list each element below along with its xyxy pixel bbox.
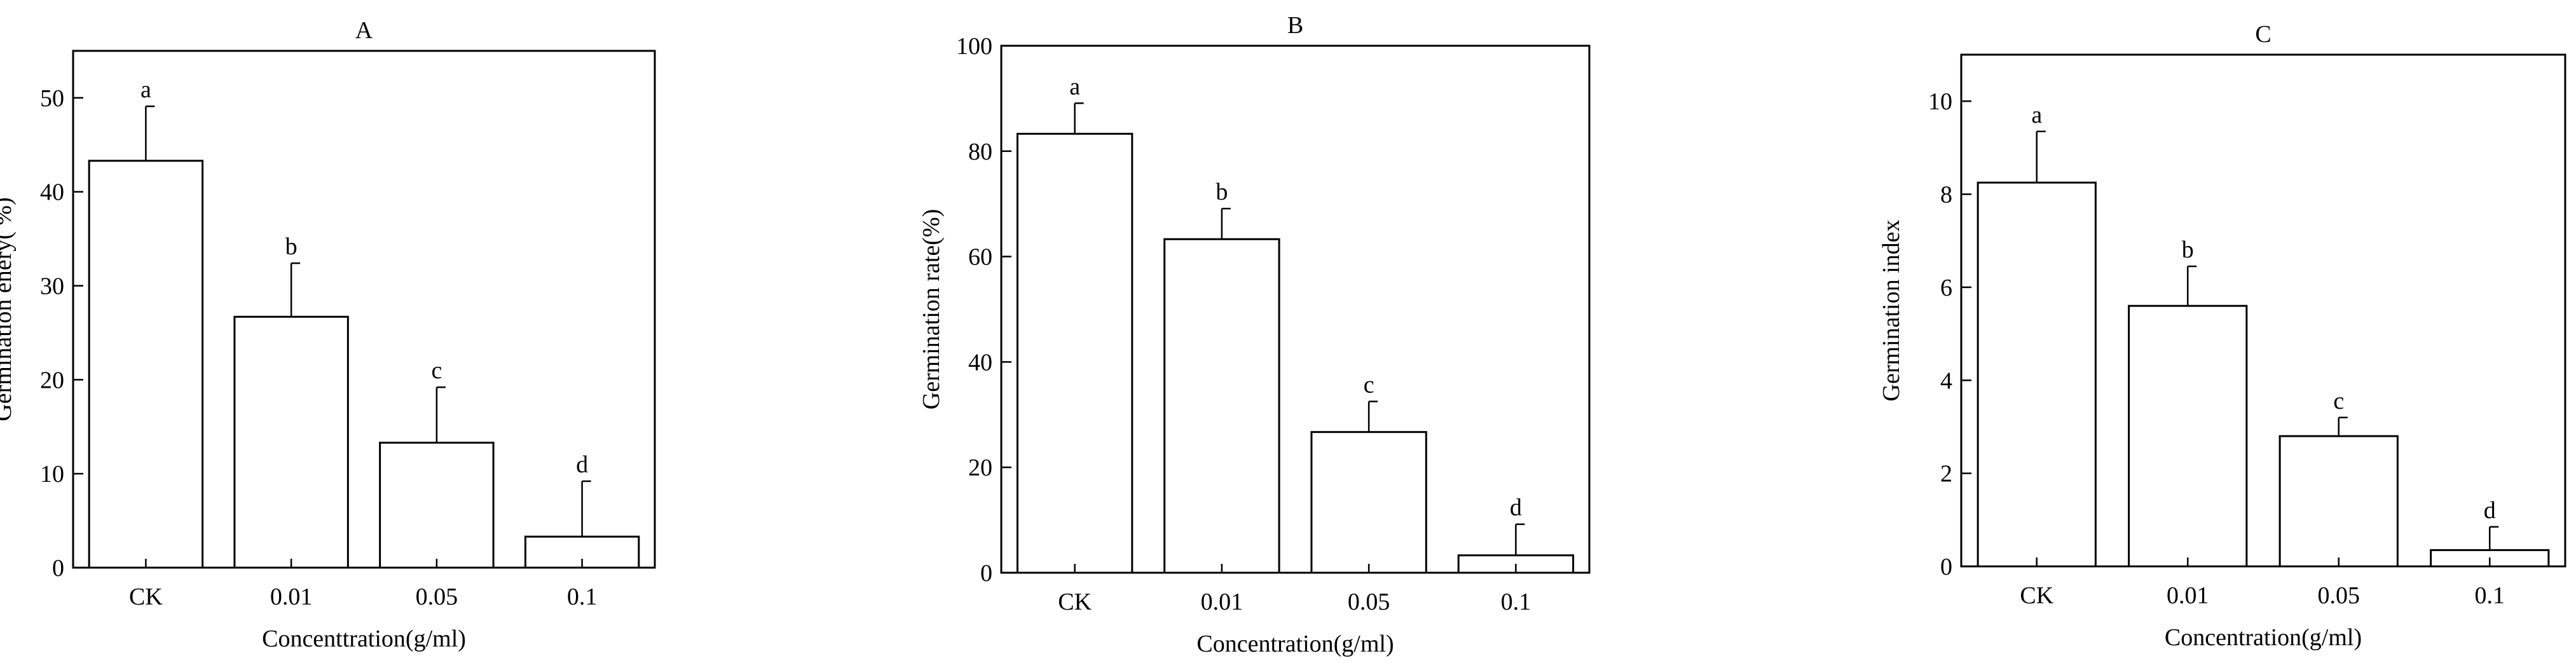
significance-label: b	[2182, 236, 2194, 263]
plot-frame	[1000, 44, 1591, 574]
significance-label: a	[140, 76, 151, 103]
bar-CK	[1977, 181, 2097, 568]
y-tick-label: 4	[1940, 367, 1952, 394]
x-tick-label: 0.1	[567, 584, 598, 610]
y-tick-label: 20	[968, 455, 992, 481]
y-tick-label: 8	[1940, 182, 1952, 208]
chart-panel-c: C 0 2 4 6 8 10 a CK b 0.01 c 0.05 d 0.1 Concentration(g…	[1878, 21, 2566, 651]
y-tick-label: 100	[956, 33, 992, 60]
significance-label: b	[1216, 179, 1228, 205]
chart-panel-b: B 0 20 40 60 80 100 a CK b 0.01 c 0.05 d 0.1 Concentrat…	[918, 12, 1591, 657]
y-tick-label: 50	[40, 85, 64, 112]
x-axis-label: Concenttration(g/ml)	[262, 625, 466, 652]
x-tick-label: 0.05	[416, 584, 458, 610]
chart-panel-a: A 0 10 20 30 40 50 a CK b 0.01 c 0.05 d 0.1 Concenttrat…	[0, 17, 656, 652]
x-axis-label: Concentration(g/ml)	[2165, 624, 2362, 651]
chart-title: A	[355, 17, 373, 44]
x-tick-label: 0.1	[1501, 589, 1531, 615]
bar-0.01	[2128, 304, 2248, 568]
y-tick-label: 10	[40, 461, 64, 488]
x-tick-label: 0.1	[2475, 582, 2505, 609]
chart-title: C	[2255, 21, 2271, 48]
bar-0.01	[233, 315, 349, 569]
x-tick-label: 0.05	[1348, 589, 1390, 615]
significance-label: a	[2031, 102, 2042, 128]
y-tick-label: 6	[1940, 275, 1952, 301]
x-tick-label: 0.01	[2167, 582, 2209, 609]
x-tick-label: 0.01	[270, 584, 313, 610]
significance-label: d	[1510, 495, 1522, 521]
bar-CK	[88, 160, 204, 569]
y-tick-label: 0	[980, 560, 992, 587]
y-axis-label: Germination index	[1878, 220, 1905, 402]
y-tick-label: 2	[1940, 461, 1952, 488]
significance-label: c	[1364, 372, 1374, 399]
bar-0.05	[379, 441, 495, 569]
x-tick-label: CK	[1058, 589, 1092, 615]
y-tick-label: 60	[968, 244, 992, 271]
x-tick-label: CK	[129, 584, 163, 610]
y-tick-label: 10	[1928, 88, 1952, 115]
significance-label: a	[1069, 73, 1080, 100]
significance-label: d	[2484, 497, 2496, 524]
y-tick-label: 80	[968, 139, 992, 165]
chart-title: B	[1287, 12, 1303, 39]
significance-label: b	[285, 233, 298, 260]
x-tick-label: CK	[2020, 582, 2053, 609]
y-axis-label: Germination enery( %)	[0, 197, 17, 421]
bar-0.05	[2278, 435, 2399, 568]
y-tick-label: 0	[52, 555, 64, 582]
plot-frame	[1960, 53, 2566, 568]
y-tick-label: 40	[40, 179, 64, 206]
y-tick-label: 40	[968, 349, 992, 376]
x-axis-label: Concentration(g/ml)	[1196, 631, 1394, 657]
significance-label: c	[2333, 388, 2344, 414]
y-tick-label: 0	[1940, 554, 1952, 580]
plot-frame	[72, 50, 656, 569]
y-tick-label: 20	[40, 367, 64, 393]
significance-label: c	[431, 357, 442, 384]
y-tick-label: 30	[40, 273, 64, 300]
bar-0.05	[1310, 431, 1427, 574]
x-tick-label: 0.01	[1201, 589, 1243, 615]
significance-label: d	[576, 451, 588, 478]
bar-0.01	[1163, 238, 1280, 574]
x-tick-label: 0.05	[2318, 582, 2360, 609]
y-axis-label: Germination rate(%)	[918, 209, 945, 409]
bar-CK	[1016, 132, 1134, 574]
